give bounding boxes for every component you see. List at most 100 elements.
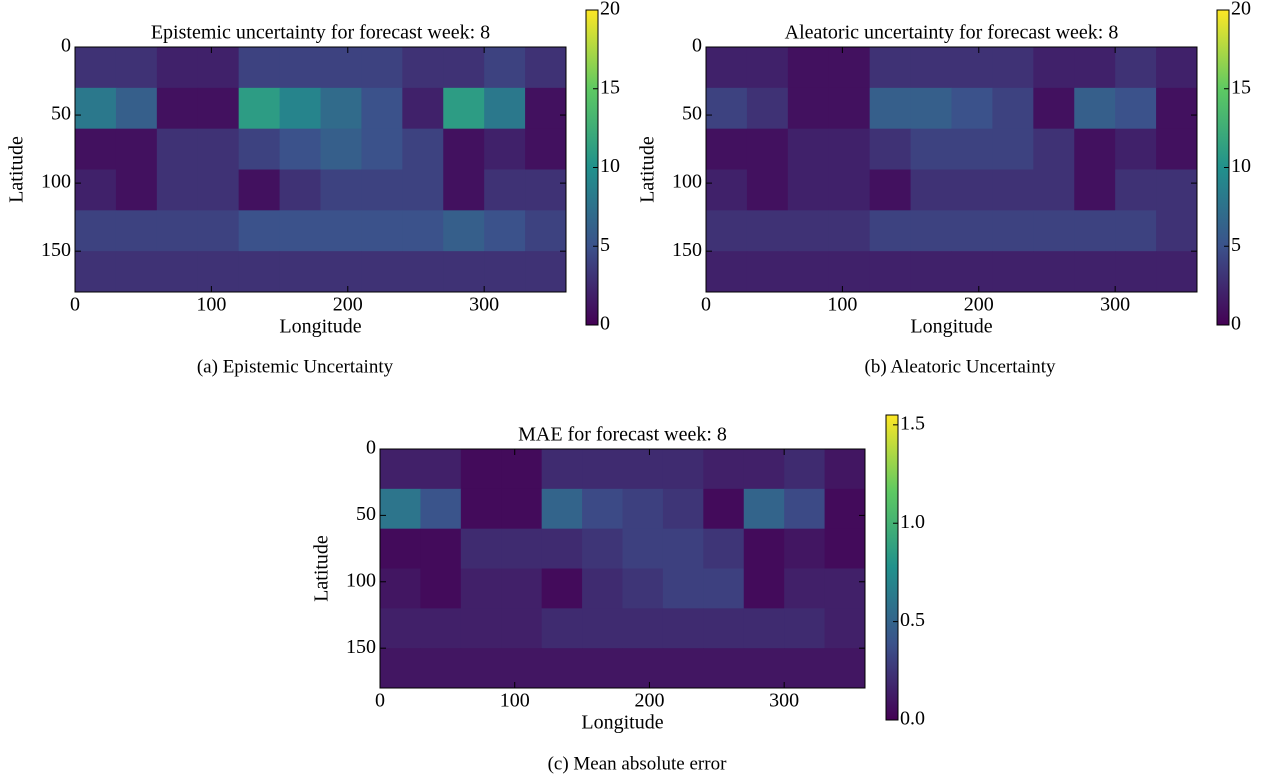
- heatmap-cell: [746, 251, 789, 293]
- y-tick-label: 100: [41, 171, 71, 193]
- heatmap-cell: [484, 128, 526, 170]
- heatmap-cell: [784, 449, 826, 490]
- heatmap-cell: [582, 528, 623, 569]
- heatmap-cell: [746, 169, 789, 211]
- heatmap-cell: [787, 87, 830, 130]
- heatmap-cell: [402, 87, 444, 130]
- x-tick-label: 200: [333, 294, 363, 316]
- x-tick-label: 300: [769, 690, 799, 712]
- x-axis-label: Longitude: [279, 316, 361, 338]
- heatmap-cell: [1033, 47, 1075, 89]
- y-tick-label: 150: [672, 239, 702, 261]
- heatmap-cell: [525, 128, 567, 170]
- heatmap-cell: [525, 47, 567, 89]
- heatmap-cell: [115, 251, 158, 293]
- heatmap-cell: [582, 568, 623, 609]
- heatmap-cell: [460, 608, 502, 649]
- heatmap-cell: [582, 648, 623, 689]
- heatmap-cell: [501, 608, 543, 649]
- heatmap-cell: [743, 449, 785, 490]
- heatmap-cell: [582, 449, 623, 490]
- heatmap-cell: [484, 251, 526, 293]
- heatmap-cell: [380, 528, 421, 569]
- heatmap-cell: [828, 87, 871, 130]
- heatmap-cell: [703, 488, 745, 530]
- heatmap-cell: [320, 128, 362, 170]
- heatmap-cell: [662, 568, 704, 609]
- x-tick-label: 0: [701, 294, 711, 316]
- heatmap-cell: [992, 210, 1034, 252]
- heatmap-cell: [115, 87, 158, 130]
- heatmap-cell: [460, 488, 502, 530]
- heatmap-cell: [361, 210, 403, 252]
- heatmap-cell: [443, 87, 485, 130]
- heatmap-cell: [1156, 47, 1198, 89]
- heatmap-cell: [1115, 47, 1157, 89]
- heatmap-cell: [238, 251, 281, 293]
- heatmap-cell: [156, 169, 199, 211]
- heatmap-cell: [115, 128, 158, 170]
- heatmap-cell: [279, 47, 321, 89]
- heatmap-cell: [484, 47, 526, 89]
- heatmap-cell: [910, 128, 952, 170]
- heatmap-cell: [420, 608, 462, 649]
- heatmap-cell: [703, 608, 745, 649]
- heatmap-cell: [541, 608, 583, 649]
- heatmap-cell: [361, 128, 403, 170]
- heatmap-cell: [1074, 169, 1116, 211]
- x-tick-label: 100: [196, 294, 226, 316]
- heatmap-cell: [1115, 128, 1157, 170]
- heatmap-cell: [460, 449, 502, 490]
- heatmap-cell: [869, 210, 912, 252]
- heatmap-cell: [1033, 128, 1075, 170]
- heatmap-cell: [156, 251, 199, 293]
- heatmap-cell: [1156, 210, 1198, 252]
- heatmap-cell: [460, 648, 502, 689]
- colorbar-tick-label: 10: [600, 155, 620, 177]
- heatmap-cell: [992, 87, 1034, 130]
- heatmap-cell: [525, 169, 567, 211]
- heatmap-cell: [75, 210, 117, 252]
- heatmap-cell: [420, 568, 462, 609]
- heatmap-cell: [992, 128, 1034, 170]
- heatmap-cell: [869, 169, 912, 211]
- heatmap-cell: [743, 648, 785, 689]
- heatmap-cell: [541, 528, 583, 569]
- heatmap-cell: [787, 210, 830, 252]
- heatmap-cell: [622, 449, 664, 490]
- heatmap-cell: [706, 169, 748, 211]
- heatmap-cell: [75, 47, 117, 89]
- heatmap-cell: [1033, 87, 1075, 130]
- caption: (b) Aleatoric Uncertainty: [865, 356, 1056, 377]
- heatmap-cell: [525, 87, 567, 130]
- heatmap-cell: [662, 608, 704, 649]
- heatmap-cell: [115, 169, 158, 211]
- heatmap-cell: [662, 488, 704, 530]
- heatmap-cell: [1115, 87, 1157, 130]
- heatmap-cell: [380, 449, 421, 490]
- heatmap-cell: [443, 210, 485, 252]
- heatmap-cell: [1115, 169, 1157, 211]
- chart-title: Epistemic uncertainty for forecast week:…: [151, 22, 490, 44]
- heatmap-cell: [1074, 47, 1116, 89]
- heatmap-cell: [828, 210, 871, 252]
- heatmap-cell: [910, 251, 952, 293]
- heatmap-cell: [279, 87, 321, 130]
- heatmap-cell: [501, 568, 543, 609]
- colorbar-tick-label: 5: [600, 234, 610, 256]
- colorbar-tick-label: 0.5: [900, 609, 925, 631]
- heatmap-cell: [279, 169, 321, 211]
- heatmap-cell: [662, 449, 704, 490]
- heatmap-cell: [1115, 210, 1157, 252]
- heatmap-cell: [706, 87, 748, 130]
- heatmap-cell: [1156, 169, 1198, 211]
- heatmap-cell: [197, 47, 240, 89]
- heatmap-cell: [784, 528, 826, 569]
- heatmap-cell: [869, 128, 912, 170]
- heatmap-cell: [869, 87, 912, 130]
- heatmap-cell: [824, 488, 866, 530]
- heatmap-cell: [1074, 128, 1116, 170]
- heatmap-cell: [951, 210, 993, 252]
- heatmap-cell: [784, 488, 826, 530]
